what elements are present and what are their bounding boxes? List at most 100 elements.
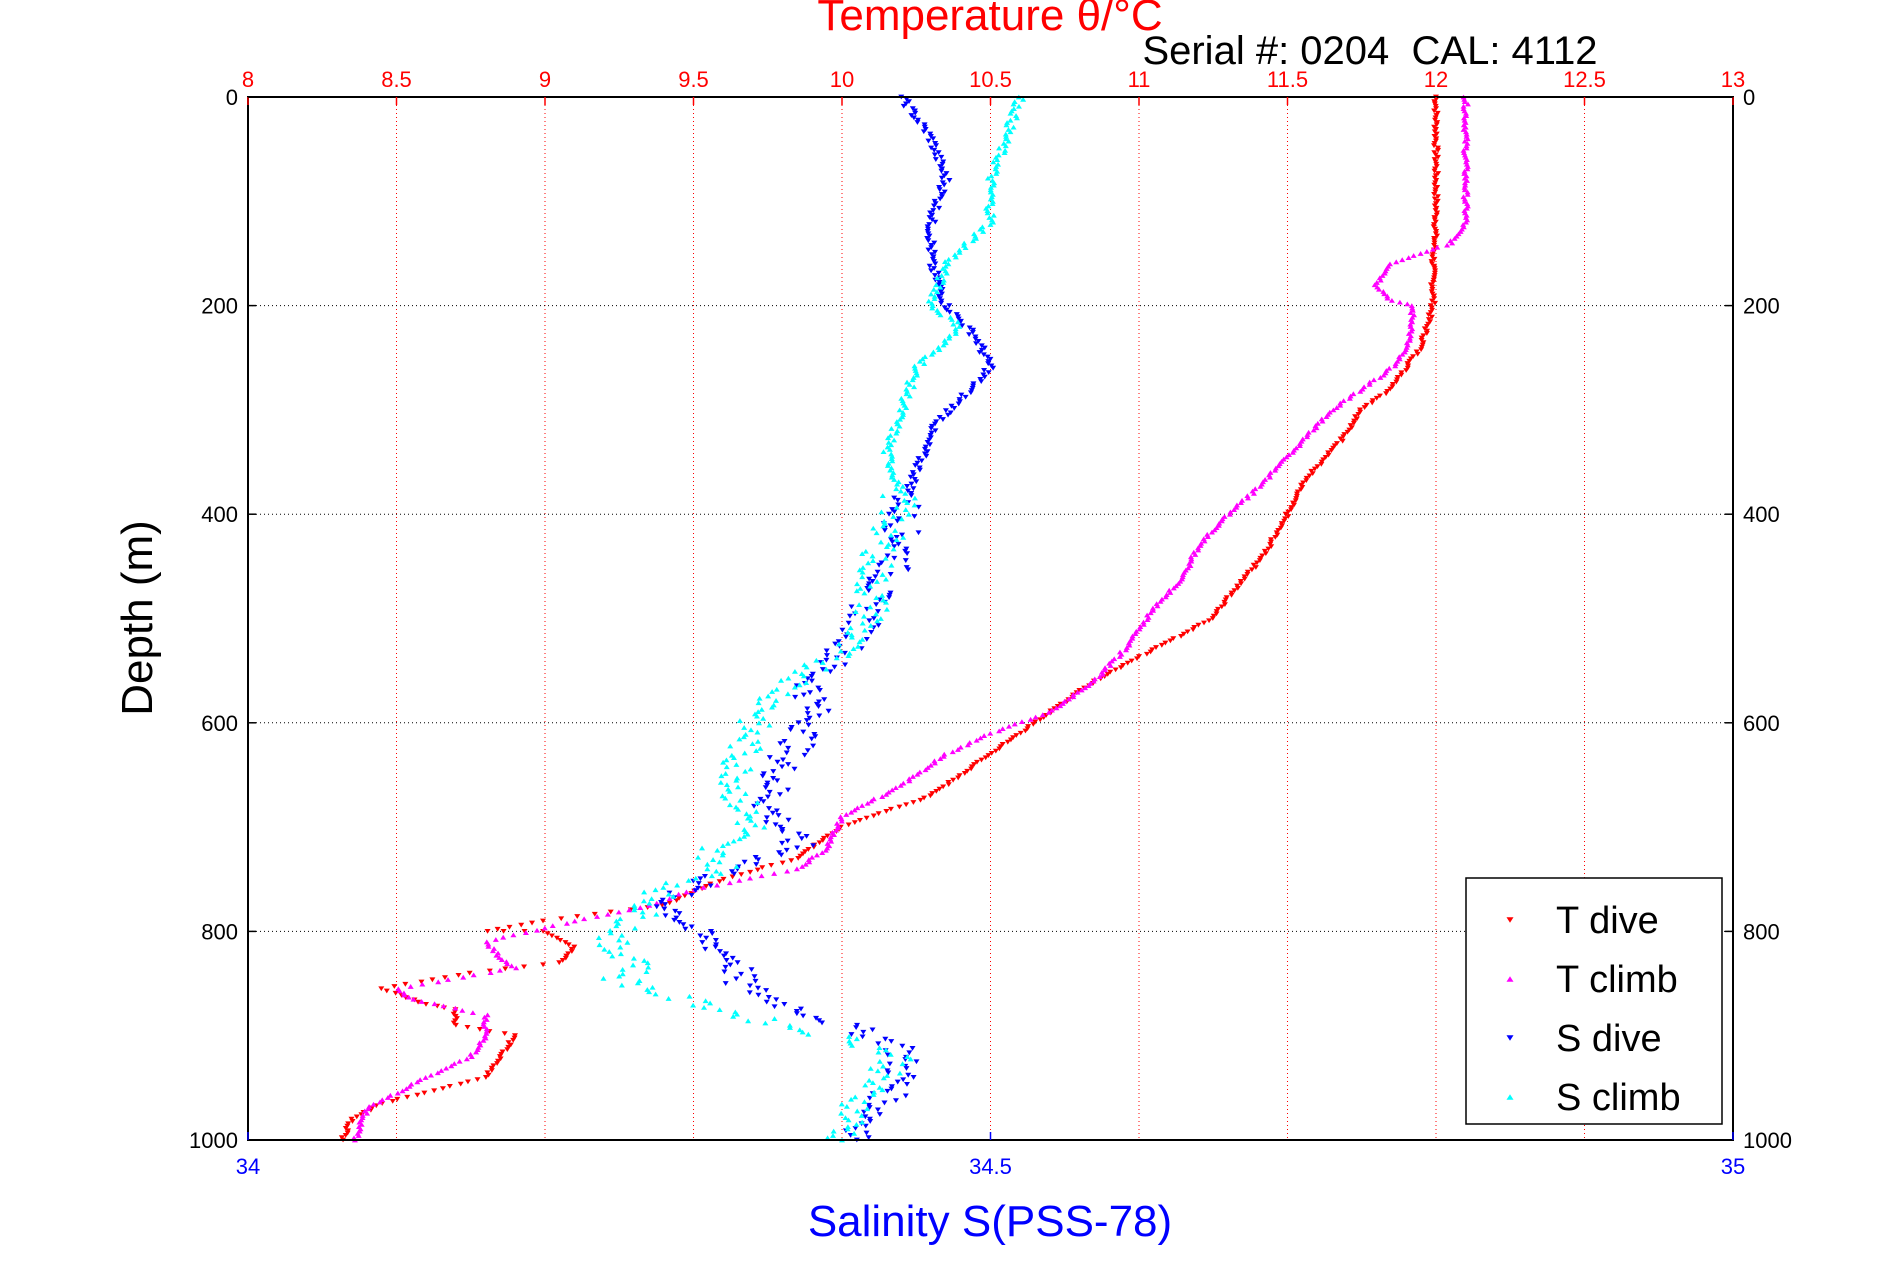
data-point <box>349 1119 356 1124</box>
data-point <box>876 562 883 568</box>
data-point <box>485 943 492 949</box>
data-point <box>427 1072 434 1078</box>
data-point <box>886 1061 893 1067</box>
data-point <box>887 523 894 529</box>
data-point <box>743 811 750 817</box>
data-point <box>989 198 996 204</box>
data-point <box>912 110 919 116</box>
data-point <box>803 833 810 839</box>
data-point <box>1432 300 1439 306</box>
data-point <box>946 333 953 339</box>
data-point <box>978 379 985 384</box>
data-point <box>1226 511 1233 517</box>
data-point <box>1147 649 1154 655</box>
data-point <box>937 196 944 202</box>
data-point <box>999 726 1006 731</box>
data-point <box>1013 733 1020 738</box>
data-point <box>1275 463 1282 469</box>
series-s-climb <box>595 94 1027 1143</box>
data-point <box>900 1077 907 1083</box>
data-point <box>851 1130 858 1136</box>
data-point <box>865 588 872 594</box>
data-point <box>451 1061 458 1066</box>
data-point <box>1111 656 1118 662</box>
data-point <box>938 168 945 174</box>
data-point <box>1431 168 1438 174</box>
data-point <box>619 971 626 977</box>
data-point <box>981 374 988 380</box>
series-s-dive <box>653 94 997 1143</box>
data-point <box>866 1105 873 1110</box>
data-point <box>848 1032 855 1037</box>
data-point <box>987 730 994 736</box>
data-point <box>616 973 623 979</box>
data-point <box>982 755 989 761</box>
data-point <box>862 1114 869 1120</box>
data-point <box>846 613 853 619</box>
data-point <box>842 1115 849 1121</box>
data-point <box>1004 739 1011 745</box>
data-point <box>738 971 745 977</box>
data-point <box>1003 134 1010 139</box>
data-point <box>766 722 773 728</box>
data-point <box>938 154 945 160</box>
bottom-tick-label: 35 <box>1721 1154 1745 1179</box>
data-point <box>959 323 966 329</box>
data-point <box>1464 164 1471 169</box>
data-point <box>757 796 764 802</box>
data-point <box>916 467 923 473</box>
data-point <box>799 864 806 869</box>
data-point <box>1464 166 1471 172</box>
data-point <box>406 1083 413 1089</box>
data-point <box>824 1135 831 1141</box>
data-point <box>919 356 926 362</box>
data-point <box>414 1079 421 1085</box>
data-point <box>558 916 565 922</box>
data-point <box>860 613 867 619</box>
data-point <box>795 855 802 861</box>
data-point <box>1085 683 1092 688</box>
data-point <box>501 1031 508 1037</box>
data-point <box>686 993 693 999</box>
data-point <box>808 736 815 742</box>
data-point <box>1147 610 1154 616</box>
data-point <box>950 777 957 783</box>
data-point <box>885 460 892 466</box>
data-point <box>1460 127 1467 132</box>
data-point <box>945 412 952 418</box>
data-point <box>838 1110 845 1116</box>
data-point <box>1002 131 1009 137</box>
data-point <box>838 1101 845 1107</box>
data-point <box>882 1036 889 1042</box>
data-point <box>751 974 758 979</box>
data-point <box>540 918 547 924</box>
data-point <box>765 995 772 1000</box>
data-point <box>869 553 876 559</box>
data-point <box>747 727 754 733</box>
data-point <box>879 592 886 598</box>
data-point <box>1180 572 1187 577</box>
data-point <box>930 208 937 213</box>
data-point <box>873 595 880 601</box>
data-point <box>1429 246 1436 252</box>
data-point <box>723 764 730 770</box>
data-point <box>741 750 748 756</box>
data-point <box>866 1077 873 1083</box>
data-point <box>594 914 601 919</box>
data-point <box>753 862 760 867</box>
data-point <box>1407 310 1414 315</box>
data-point <box>914 120 921 125</box>
data-point <box>1037 717 1044 723</box>
data-point <box>699 845 706 851</box>
data-point <box>1464 136 1471 142</box>
data-point <box>875 1041 882 1047</box>
legend-marker <box>1506 1035 1514 1041</box>
data-point <box>835 639 842 645</box>
data-point <box>1423 331 1430 336</box>
data-point <box>952 328 959 334</box>
data-point <box>712 944 719 950</box>
data-point <box>891 509 898 515</box>
data-point <box>927 793 934 799</box>
data-point <box>1393 259 1400 265</box>
